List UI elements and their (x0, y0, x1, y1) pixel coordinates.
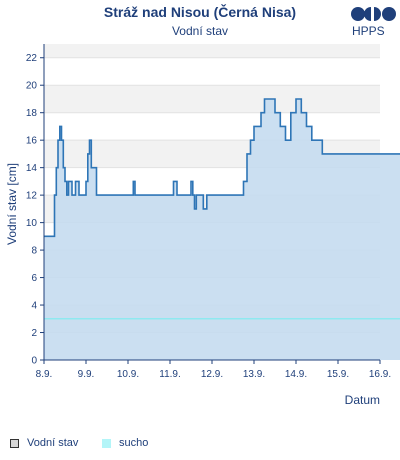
x-tick-label: 10.9. (117, 369, 139, 380)
x-axis-title: Datum (345, 393, 380, 407)
y-tick-label: 0 (31, 356, 37, 367)
x-tick-label: 8.9. (36, 369, 53, 380)
legend-label: Vodní stav (27, 437, 79, 449)
chart-subtitle: Vodní stav (171, 24, 229, 38)
x-tick-label: 9.9. (78, 369, 95, 380)
legend-label: sucho (119, 437, 149, 449)
legend-swatch (10, 438, 19, 448)
logo-text: HPPS (352, 24, 385, 38)
series-area (44, 99, 400, 360)
y-tick-label: 20 (26, 81, 38, 92)
x-tick-label: 13.9. (243, 369, 265, 380)
x-tick-label: 15.9. (327, 369, 349, 380)
y-tick-label: 6 (31, 273, 37, 284)
y-tick-label: 4 (31, 301, 37, 312)
series-line (44, 98, 400, 238)
x-tick-label: 12.9. (201, 369, 223, 380)
y-axis-title: Vodní stav [cm] (5, 163, 19, 245)
legend-swatch (102, 438, 111, 448)
legend-item-water-level: Vodní stav (10, 437, 78, 449)
hpps-logo-icon (351, 7, 396, 21)
y-tick-label: 8 (31, 246, 37, 257)
y-tick-label: 12 (26, 191, 38, 202)
y-tick-label: 22 (26, 53, 38, 64)
y-tick-label: 10 (26, 218, 38, 229)
legend-item-drought: sucho (102, 437, 148, 449)
x-tick-label: 16.9. (369, 369, 391, 380)
x-tick-label: 14.9. (285, 369, 307, 380)
grid-band (44, 85, 380, 113)
y-tick-label: 16 (26, 136, 38, 147)
grid-band (44, 44, 380, 58)
x-tick-label: 11.9. (159, 369, 181, 380)
y-tick-label: 14 (26, 163, 38, 174)
y-tick-label: 2 (31, 328, 37, 339)
y-tick-label: 18 (26, 108, 38, 119)
chart-title: Stráž nad Nisou (Černá Nisa) (103, 4, 297, 20)
